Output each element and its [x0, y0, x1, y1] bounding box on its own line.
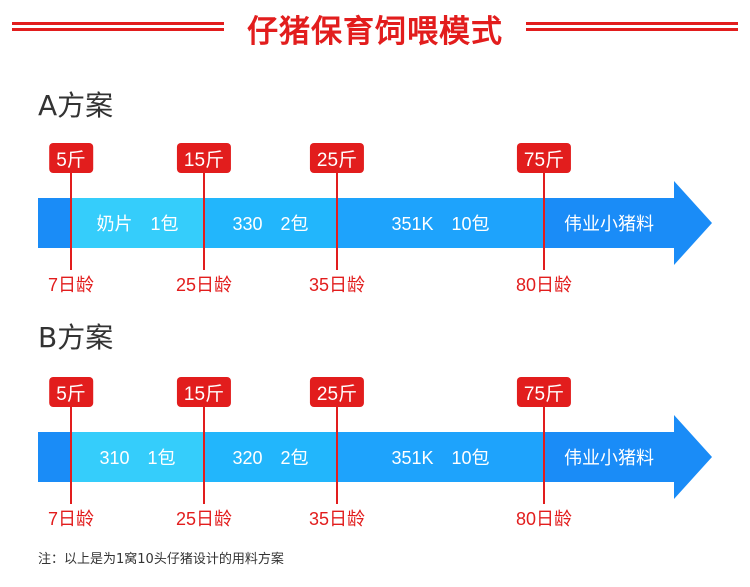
age-label: 80日龄 — [515, 275, 573, 295]
segment-2: 320 2包 — [204, 432, 337, 482]
segment-pre — [38, 198, 71, 248]
age-label: 7日龄 — [47, 509, 95, 529]
page-title: 仔猪保育饲喂模式 — [247, 14, 503, 50]
segment-2: 330 2包 — [204, 198, 337, 248]
age-label: 25日龄 — [175, 509, 233, 529]
arrow-head — [674, 181, 712, 265]
age-label: 35日龄 — [308, 275, 366, 295]
marker-line — [336, 170, 338, 270]
plan-title: A方案 — [38, 89, 114, 122]
marker-line — [543, 170, 545, 270]
feeding-timeline-bar: 奶片 1包 330 2包 351K 10包 伟业小猪料 — [38, 198, 674, 248]
marker-line — [336, 404, 338, 504]
weight-tag: 75斤 — [516, 143, 572, 173]
age-label: 25日龄 — [175, 275, 233, 295]
marker-line — [203, 404, 205, 504]
marker-line — [70, 404, 72, 504]
feeding-timeline-bar: 310 1包 320 2包 351K 10包 伟业小猪料 — [38, 432, 674, 482]
title-decor-left — [12, 22, 224, 32]
weight-tag: 15斤 — [176, 143, 232, 173]
segment-3: 351K 10包 — [337, 432, 544, 482]
weight-tag: 75斤 — [516, 377, 572, 407]
age-label: 7日龄 — [47, 275, 95, 295]
arrow-head — [674, 415, 712, 499]
segment-4: 伟业小猪料 — [544, 432, 674, 482]
weight-tag: 25斤 — [309, 377, 365, 407]
weight-tag: 5斤 — [49, 143, 93, 173]
segment-1: 奶片 1包 — [71, 198, 204, 248]
marker-line — [203, 170, 205, 270]
title-decor-right — [526, 22, 738, 32]
weight-tag: 15斤 — [176, 377, 232, 407]
marker-line — [70, 170, 72, 270]
plan-title: B方案 — [38, 321, 114, 354]
marker-line — [543, 404, 545, 504]
weight-tag: 5斤 — [49, 377, 93, 407]
segment-1: 310 1包 — [71, 432, 204, 482]
segment-4: 伟业小猪料 — [544, 198, 674, 248]
segment-pre — [38, 432, 71, 482]
age-label: 35日龄 — [308, 509, 366, 529]
footnote: 注：以上是为1窝10头仔猪设计的用料方案 — [38, 552, 284, 567]
age-label: 80日龄 — [515, 509, 573, 529]
segment-3: 351K 10包 — [337, 198, 544, 248]
weight-tag: 25斤 — [309, 143, 365, 173]
